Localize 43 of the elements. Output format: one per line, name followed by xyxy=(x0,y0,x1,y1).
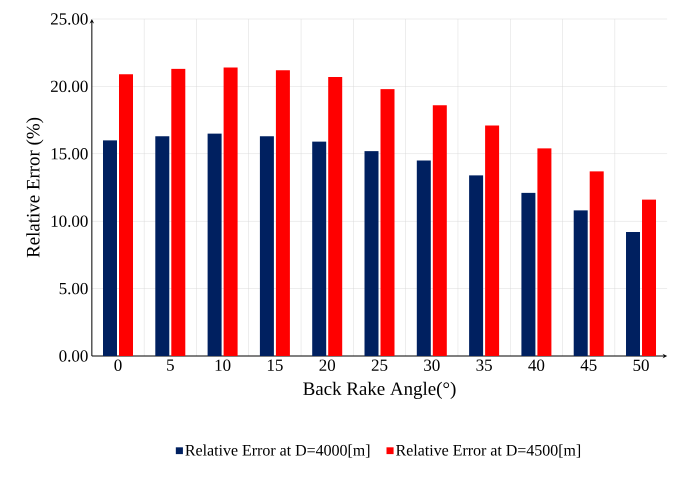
bar xyxy=(485,125,500,356)
y-tick-label: 10.00 xyxy=(52,215,88,227)
y-axis-title: Relative Error (%) xyxy=(26,118,44,258)
bar xyxy=(432,105,447,356)
bar xyxy=(155,136,170,356)
legend-label: Relative Error at D=4500[m] xyxy=(396,444,580,458)
y-tick-label: 15.00 xyxy=(52,148,88,160)
bar xyxy=(260,136,274,356)
bar xyxy=(521,192,536,356)
x-tick-label: 5 xyxy=(167,360,174,371)
x-axis-title: Back Rake Angle(°) xyxy=(303,382,456,399)
bar xyxy=(312,142,326,356)
x-tick-label: 50 xyxy=(634,360,649,371)
bar xyxy=(328,76,342,356)
bar xyxy=(103,140,117,356)
bar xyxy=(364,151,379,356)
y-tick-label: 5.00 xyxy=(60,282,88,294)
bar xyxy=(626,232,640,356)
x-tick-label: 35 xyxy=(476,360,492,371)
x-tick-label: 0 xyxy=(114,360,122,371)
x-tick-label: 15 xyxy=(268,360,283,371)
bar xyxy=(574,210,588,356)
bar xyxy=(590,171,604,356)
x-tick-label: 10 xyxy=(216,360,230,371)
bar xyxy=(208,134,222,356)
bar xyxy=(380,89,395,356)
bar xyxy=(469,175,484,356)
bar xyxy=(416,160,431,356)
x-tick-label: 30 xyxy=(424,360,440,371)
y-tick-label: 25.00 xyxy=(50,13,88,25)
bar xyxy=(276,70,290,356)
y-tick-label: 0.00 xyxy=(59,350,88,362)
bar xyxy=(642,200,656,356)
x-tick-label: 25 xyxy=(372,360,388,371)
x-tick-label: 45 xyxy=(580,360,597,371)
x-tick-label: 40 xyxy=(528,360,544,371)
x-tick-label: 20 xyxy=(319,360,336,371)
bar xyxy=(171,68,186,356)
bar xyxy=(119,74,133,356)
y-tick-label: 20.00 xyxy=(50,80,88,92)
bar xyxy=(224,68,238,356)
legend-label: Relative Error at D=4000[m] xyxy=(185,444,370,458)
bar xyxy=(537,148,552,356)
